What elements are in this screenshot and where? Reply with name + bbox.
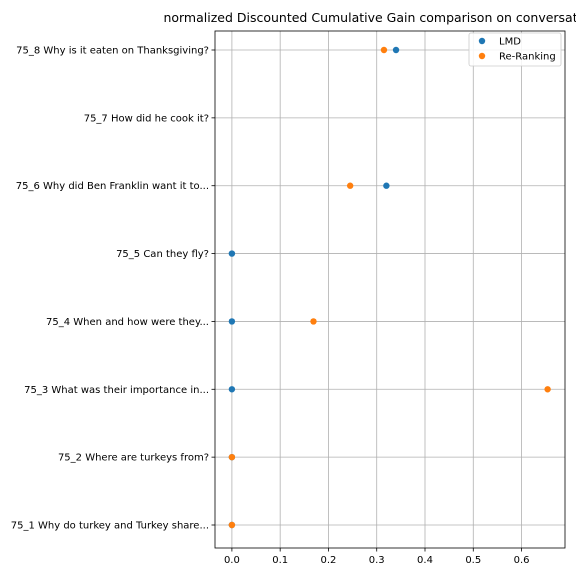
plot-frame	[214, 30, 566, 549]
y-tick-label: 75_3 What was their importance in...	[24, 385, 209, 396]
y-tick-label: 75_5 Can they fly?	[116, 249, 209, 260]
point-lmd	[383, 182, 390, 189]
legend-marker-re-ranking	[478, 52, 486, 60]
point-re-ranking	[228, 521, 236, 529]
x-tick-label: 0.4	[417, 555, 433, 566]
x-tick-label: 0.5	[465, 555, 481, 566]
plot-area	[215, 31, 565, 548]
legend-label-re-ranking: Re-Ranking	[499, 52, 556, 63]
point-re-ranking	[310, 318, 317, 325]
point-re-ranking	[346, 182, 354, 189]
point-lmd	[228, 250, 236, 257]
data-points	[228, 46, 551, 529]
chart-title: normalized Discounted Cumulative Gain co…	[163, 10, 576, 25]
x-tick-label: 0.2	[320, 555, 336, 566]
point-lmd	[392, 46, 400, 54]
point-lmd	[228, 318, 236, 325]
y-tick-label: 75_1 Why do turkey and Turkey share...	[11, 521, 209, 532]
y-tick-label: 75_7 How did he cook it?	[84, 113, 209, 124]
legend-label-lmd: LMD	[499, 37, 521, 48]
point-re-ranking	[380, 46, 388, 54]
y-tick-label: 75_6 Why did Ben Franklin want it to...	[16, 181, 209, 192]
legend-marker-lmd	[478, 37, 486, 45]
legend-box	[468, 32, 562, 67]
y-tick-label: 75_2 Where are turkeys from?	[58, 453, 209, 464]
axis-ticks: 0.0 0.1 0.2 0.3 0.4 0.5 0.6 75_8 Why is it eate…	[11, 46, 530, 567]
x-tick-label: 0.6	[514, 555, 530, 566]
y-tick-label: 75_8 Why is it eaten on Thanksgiving?	[16, 46, 209, 57]
point-re-ranking	[228, 453, 236, 461]
x-tick-label: 0.3	[369, 555, 385, 566]
x-tick-label: 0.0	[224, 555, 240, 566]
y-tick-label: 75_4 When and how were they...	[46, 317, 209, 328]
point-re-ranking	[544, 386, 551, 393]
x-tick-label: 0.1	[272, 555, 288, 566]
grid-lines	[215, 31, 565, 548]
point-lmd	[228, 386, 236, 393]
legend: LMD Re-Ranking	[468, 32, 562, 67]
